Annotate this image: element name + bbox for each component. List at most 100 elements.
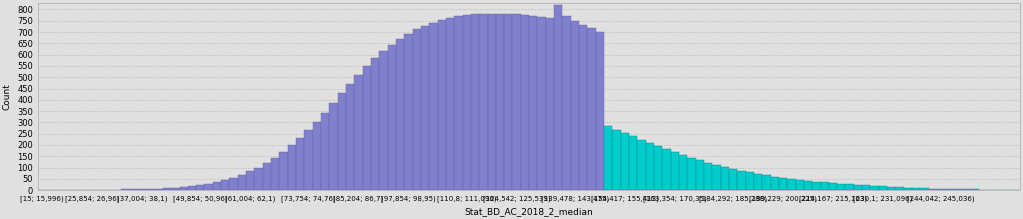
Bar (546, 18, 554, 190)
Bar (746, 172, 754, 190)
Bar (229, 178, 237, 190)
Bar (945, 189, 953, 190)
Bar (496, 14, 504, 190)
Bar (454, 16, 462, 190)
Bar (929, 189, 937, 190)
Bar (788, 179, 796, 190)
Bar (263, 163, 271, 190)
X-axis label: Stat_BD_AC_2018_2_median: Stat_BD_AC_2018_2_median (464, 207, 593, 216)
Bar (770, 177, 779, 190)
Bar (729, 169, 738, 190)
Bar (271, 158, 279, 190)
Bar (762, 175, 770, 190)
Bar (462, 15, 471, 190)
Bar (637, 140, 646, 190)
Bar (696, 160, 704, 190)
Bar (396, 39, 404, 190)
Bar (354, 75, 363, 190)
Bar (812, 182, 820, 190)
Bar (287, 145, 296, 190)
Bar (154, 189, 163, 190)
Bar (504, 14, 513, 190)
Bar (438, 20, 446, 190)
Bar (321, 113, 329, 190)
Bar (738, 171, 746, 190)
Bar (380, 51, 388, 190)
Bar (845, 184, 854, 190)
Bar (537, 17, 546, 190)
Bar (563, 16, 571, 190)
Bar (138, 189, 146, 190)
Bar (255, 168, 263, 190)
Bar (305, 130, 313, 190)
Bar (571, 21, 579, 190)
Bar (412, 29, 420, 190)
Bar (837, 184, 845, 190)
Bar (895, 187, 903, 190)
Bar (346, 84, 354, 190)
Bar (213, 182, 221, 190)
Bar (879, 186, 887, 190)
Bar (654, 146, 662, 190)
Bar (338, 94, 346, 190)
Bar (820, 182, 829, 190)
Bar (587, 28, 595, 190)
Bar (163, 188, 171, 190)
Bar (513, 14, 521, 190)
Bar (887, 187, 895, 190)
Bar (221, 180, 229, 190)
Bar (279, 152, 287, 190)
Bar (854, 185, 862, 190)
Bar (704, 162, 712, 190)
Bar (604, 126, 613, 190)
Bar (862, 185, 871, 190)
Bar (712, 165, 720, 190)
Bar (205, 184, 213, 190)
Bar (754, 174, 762, 190)
Bar (237, 175, 247, 190)
Bar (521, 15, 529, 190)
Bar (404, 34, 412, 190)
Bar (921, 188, 929, 190)
Bar (679, 155, 687, 190)
Bar (529, 16, 537, 190)
Bar (313, 122, 321, 190)
Bar (296, 138, 305, 190)
Bar (720, 167, 729, 190)
Bar (371, 58, 380, 190)
Bar (420, 26, 430, 190)
Bar (903, 188, 913, 190)
Bar (937, 189, 945, 190)
Bar (779, 178, 788, 190)
Bar (962, 189, 971, 190)
Bar (196, 185, 205, 190)
Bar (971, 189, 979, 190)
Bar (595, 32, 604, 190)
Bar (329, 103, 338, 190)
Bar (829, 183, 837, 190)
Y-axis label: Count: Count (3, 83, 11, 110)
Bar (179, 187, 188, 190)
Bar (171, 188, 179, 190)
Bar (471, 14, 479, 190)
Bar (146, 189, 154, 190)
Bar (130, 189, 138, 190)
Bar (804, 181, 812, 190)
Bar (430, 23, 438, 190)
Bar (479, 14, 488, 190)
Bar (363, 66, 371, 190)
Bar (687, 158, 696, 190)
Bar (621, 133, 629, 190)
Bar (953, 189, 962, 190)
Bar (247, 171, 255, 190)
Bar (671, 152, 679, 190)
Bar (646, 143, 654, 190)
Bar (913, 188, 921, 190)
Bar (796, 180, 804, 190)
Bar (662, 149, 671, 190)
Bar (388, 45, 396, 190)
Bar (446, 18, 454, 190)
Bar (629, 136, 637, 190)
Bar (554, 5, 563, 190)
Bar (579, 25, 587, 190)
